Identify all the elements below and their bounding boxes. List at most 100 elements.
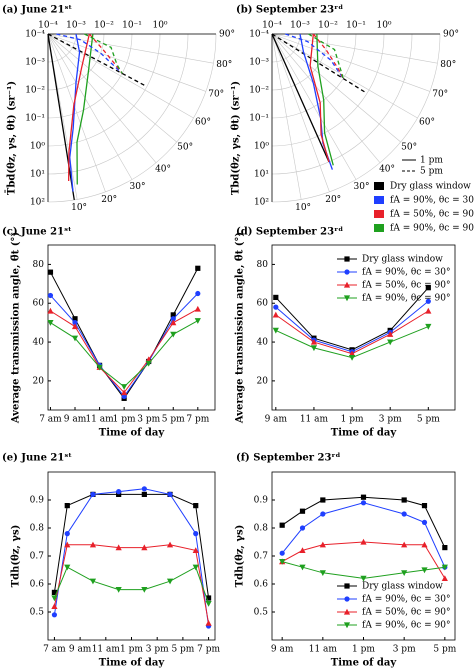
y-axis-label: Tdh(θz, γs) [235, 525, 246, 588]
series-line [275, 300, 429, 353]
marker [348, 354, 356, 361]
series-line [53, 493, 210, 599]
y-tick-label: 0.9 [30, 496, 45, 506]
grid-arc [271, 33, 385, 147]
marker [272, 327, 279, 334]
legend-swatch [374, 224, 384, 232]
polar-curve [316, 33, 334, 166]
x-tick-label: 3 pm [137, 415, 160, 425]
theta-tick-label: 80° [216, 60, 232, 70]
x-tick-label: 5 pm [433, 645, 456, 655]
theta-tick-label: 40° [379, 164, 395, 174]
x-axis-label: Time of day [331, 658, 398, 669]
marker [195, 265, 201, 271]
marker [421, 541, 428, 548]
marker [89, 541, 97, 548]
y-tick-label: 0.6 [30, 580, 45, 590]
marker [425, 298, 431, 304]
marker [343, 295, 351, 302]
x-tick-label: 11 am [309, 645, 338, 655]
legend-label: fA = 90%, θc = 90° [362, 621, 451, 631]
y-tick-label: 40 [33, 338, 45, 348]
y-tick-label: 60 [257, 299, 269, 309]
series-line [50, 308, 199, 394]
legend-label: fA = 90%, θc = 30° [390, 196, 474, 206]
marker [192, 547, 199, 553]
x-tick-label: 3 pm [146, 645, 169, 655]
marker [421, 503, 428, 509]
y-tick-label: 0.9 [254, 496, 269, 506]
r-tick-label-top: 10⁻¹ [122, 21, 142, 31]
marker [360, 500, 367, 506]
grid-arc [47, 33, 217, 203]
grid-spoke [47, 33, 106, 192]
legend-label: 5 pm [420, 167, 443, 177]
r-tick-label-top: 10⁰ [376, 21, 391, 31]
y-axis-label: Tdh(θz, γs) [11, 525, 22, 588]
x-tick-label: 5 pm [417, 415, 440, 425]
grid-spoke [47, 33, 133, 180]
y-tick-label: 0.8 [254, 524, 269, 534]
x-tick-label: 1 pm [352, 645, 375, 655]
y-tick-label: 80 [33, 260, 45, 270]
legend-label: Dry glass window [362, 582, 443, 592]
marker [96, 364, 103, 371]
panel-title: (f) September 23ʳᵈ [236, 453, 341, 464]
marker [51, 603, 58, 609]
marker [47, 269, 54, 275]
r-tick-label: 10¹ [30, 170, 45, 180]
r-tick-label: 10⁰ [254, 142, 269, 152]
r-tick-label: 10⁻¹ [249, 114, 269, 124]
panel-title: (d) September 23ʳᵈ [236, 227, 343, 238]
x-tick-label: 7 pm [186, 415, 209, 425]
marker [421, 567, 428, 574]
x-axis-label: Time of day [99, 658, 166, 669]
grid-arc [47, 33, 133, 119]
theta-tick-label: 90° [219, 30, 235, 40]
marker [141, 587, 148, 593]
r-tick-label: 10⁻³ [249, 58, 269, 68]
r-tick-label-top: 10⁻³ [290, 21, 310, 31]
marker [401, 541, 408, 548]
y-tick-label: 0.8 [30, 524, 45, 534]
theta-tick-label: 90° [443, 30, 459, 40]
marker [299, 525, 306, 531]
x-tick-label: 11 am [92, 645, 121, 655]
marker [115, 587, 122, 593]
marker [47, 320, 54, 326]
marker [51, 612, 58, 618]
plot-frame [47, 244, 216, 411]
marker [170, 319, 177, 326]
plot-frame [271, 471, 456, 641]
marker [343, 622, 351, 629]
plot-frame [47, 471, 216, 641]
r-tick-label-top: 10⁰ [152, 21, 167, 31]
panel-title: (b) September 23ʳᵈ [236, 5, 343, 16]
grid-spoke [47, 33, 206, 92]
theta-tick-label: 10° [295, 203, 311, 213]
x-tick-label: 5 pm [171, 645, 194, 655]
theta-tick-label: 30° [354, 182, 370, 192]
marker [170, 331, 177, 338]
grid-arc [271, 33, 441, 203]
r-tick-label: 10⁰ [30, 142, 45, 152]
x-axis-label: Time of day [331, 428, 398, 439]
grid-spoke [271, 33, 401, 143]
theta-tick-label: 60° [195, 118, 211, 128]
marker [425, 323, 432, 330]
marker [348, 350, 356, 357]
x-tick-label: 9 am [64, 415, 87, 425]
polar-curve [76, 33, 94, 185]
theta-tick-label: 30° [130, 182, 146, 192]
series-line [50, 320, 199, 388]
marker [90, 491, 96, 497]
marker [72, 320, 78, 326]
grid-spoke [47, 33, 214, 64]
polar-curve [271, 33, 330, 163]
legend-label: fA = 50%, θc = 90° [390, 210, 474, 220]
series-line [53, 488, 210, 627]
marker [441, 564, 448, 571]
plot-frame [271, 244, 456, 411]
y-tick-label: 0.7 [30, 552, 45, 562]
x-tick-label: 1 pm [113, 415, 136, 425]
